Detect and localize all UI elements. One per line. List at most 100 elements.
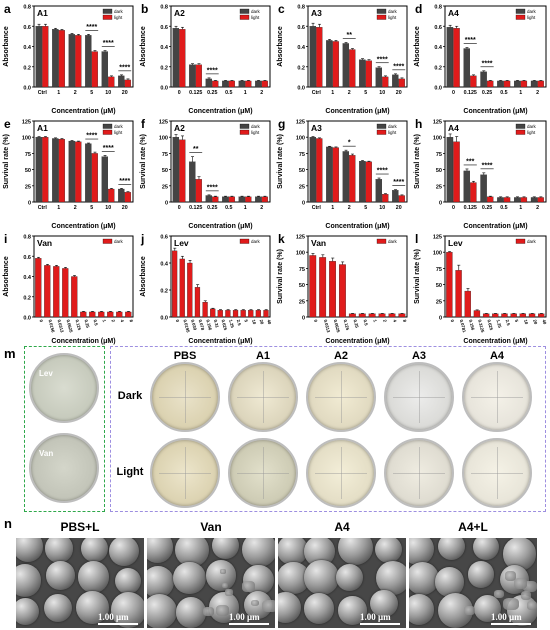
legend-label: dark — [114, 239, 124, 244]
bar — [194, 287, 201, 318]
x-tick-label: 0 — [178, 90, 181, 96]
bar — [382, 76, 389, 88]
x-tick-label: 0 — [452, 90, 455, 96]
cell-sphere — [409, 562, 440, 596]
plate-divider — [158, 397, 212, 398]
legend: dark — [515, 238, 537, 244]
lev-plate-label: Lev — [39, 369, 53, 378]
bar — [348, 313, 356, 318]
y-tick-label: 0.4 — [160, 262, 169, 268]
sig-annotation: **** — [86, 24, 97, 31]
legend-label: dark — [114, 124, 124, 129]
legend-swatch — [239, 123, 250, 129]
sig-annotation: **** — [482, 60, 493, 67]
chart-svg-a: a 0.0 0.2 0.4 0.6 0.8 Absorbance Concentration … — [3, 2, 134, 115]
x-tick-label: 1.25 — [228, 319, 235, 329]
x-tick-label: 20 — [259, 319, 265, 326]
bar — [118, 188, 125, 203]
cell-sphere — [304, 560, 339, 595]
y-tick-label: 125 — [22, 120, 31, 126]
bar — [80, 311, 87, 318]
x-tick-label: 0.125 — [464, 90, 477, 96]
chart-panel-c: c 0.0 0.2 0.4 0.6 0.8 Absorbance Concentration … — [274, 0, 411, 115]
legend-swatch — [376, 238, 387, 244]
bar — [212, 80, 219, 88]
x-tick-label: 0.0156 — [48, 319, 56, 334]
y-tick-label: 0 — [28, 201, 31, 207]
y-tick-label: 25 — [436, 299, 442, 305]
cell-sphere — [46, 561, 75, 590]
scale-bar — [491, 623, 531, 625]
x-tick-label: 0 — [39, 319, 45, 323]
van-plate-label: Van — [39, 449, 54, 458]
sig-annotation: **** — [207, 67, 218, 74]
sig-annotation: **** — [119, 178, 130, 185]
plate-divider — [185, 446, 186, 500]
legend-swatch — [515, 123, 526, 129]
bar — [339, 264, 346, 318]
chart-svg-c: c 0.0 0.2 0.4 0.6 0.8 Absorbance Concentration … — [277, 2, 408, 115]
bar — [378, 313, 386, 318]
cell-sphere — [81, 538, 108, 562]
y-tick-label: 0 — [165, 201, 168, 207]
cell-sphere — [175, 596, 207, 628]
x-tick-label: 0.5 — [225, 90, 232, 96]
cell-sphere — [16, 597, 39, 625]
bar — [89, 311, 96, 318]
bar — [58, 30, 65, 88]
legend-label: light — [114, 15, 123, 20]
cell-sphere — [173, 561, 206, 595]
x-tick-label: 0.156 — [468, 319, 476, 331]
y-tick-label: 0.4 — [434, 45, 443, 51]
chart-title: Lev — [174, 238, 189, 248]
panel-letter: i — [4, 232, 7, 246]
bar — [245, 80, 252, 88]
bar — [470, 182, 477, 203]
y-tick-label: 0.8 — [434, 5, 442, 11]
lev-plate: Lev — [29, 353, 99, 423]
cell-debris — [203, 607, 214, 616]
legend-swatch — [515, 8, 526, 14]
bar — [446, 137, 454, 203]
x-tick-label: 0.25 — [207, 90, 217, 96]
y-tick-label: 75 — [25, 152, 31, 158]
legend-swatch — [102, 8, 113, 14]
plate-divider — [470, 397, 524, 398]
bar — [172, 28, 179, 88]
cell-sphere — [278, 538, 308, 566]
y-tick-label: 0.6 — [23, 255, 31, 261]
y-axis-label: Absorbance — [140, 26, 147, 67]
x-tick-label: 0.125 — [464, 205, 477, 211]
x-tick-label: 8 — [402, 319, 408, 323]
y-axis-label: Absorbance — [414, 26, 421, 67]
bar — [473, 310, 481, 318]
x-tick-label: 1 — [331, 90, 334, 96]
y-axis-label: Survival rate (%) — [414, 249, 421, 304]
row-label-light: Light — [116, 466, 144, 478]
y-tick-label: 0.2 — [297, 65, 305, 71]
y-tick-label: 0.4 — [297, 45, 306, 51]
x-tick-label: 0 — [178, 205, 181, 211]
cell-sphere — [114, 567, 141, 595]
legend-swatch — [239, 129, 250, 135]
chart-title: A3 — [311, 123, 322, 133]
chart-panel-j: j 0.0 0.2 0.4 0.6 Absorbance Concentration (μM… — [137, 230, 274, 345]
x-tick-label: Ctrl — [38, 90, 48, 96]
sig-annotation: **** — [103, 145, 114, 152]
x-tick-label: 2 — [348, 205, 351, 211]
bar — [172, 137, 179, 203]
chart-title: A1 — [37, 8, 48, 18]
x-tick-label: 10 — [105, 205, 111, 211]
bar — [501, 313, 508, 318]
bar — [514, 80, 521, 88]
bar — [44, 265, 51, 318]
bar — [463, 170, 471, 203]
x-tick-label: 2 — [348, 90, 351, 96]
bar — [225, 310, 231, 318]
sig-annotation: ** — [193, 146, 199, 153]
x-tick-label: 40 — [266, 319, 272, 326]
bar — [68, 34, 76, 88]
bar — [342, 43, 350, 88]
x-tick-label: 0.125 — [189, 90, 202, 96]
